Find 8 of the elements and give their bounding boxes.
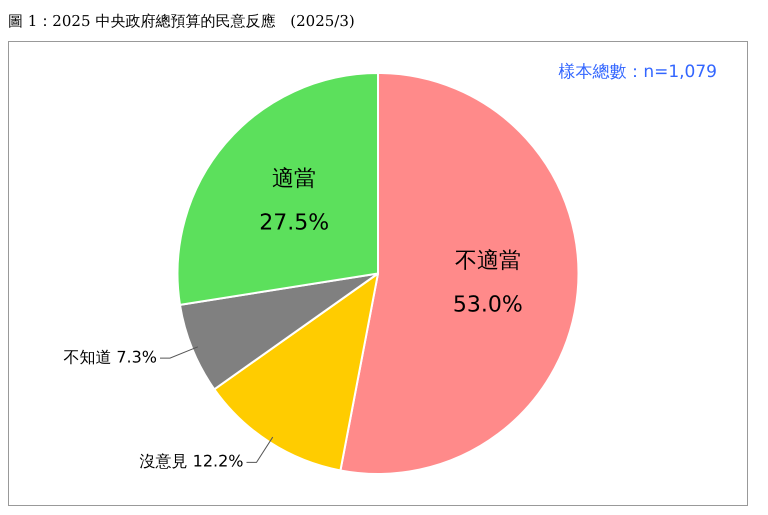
data-label: 27.5% <box>259 210 330 236</box>
data-label: 53.0% <box>452 292 523 318</box>
slice-label: 不適當 <box>454 248 521 274</box>
chart-title: 圖 1：2025 中央政府總預算的民意反應 (2025/3) <box>8 11 356 32</box>
slice-label: 沒意見 12.2% <box>140 452 244 470</box>
slice-label: 適當 <box>272 166 316 192</box>
text: 樣本總數：n=1,079 <box>558 61 717 83</box>
slice-label: 不知道 7.3% <box>63 347 157 366</box>
